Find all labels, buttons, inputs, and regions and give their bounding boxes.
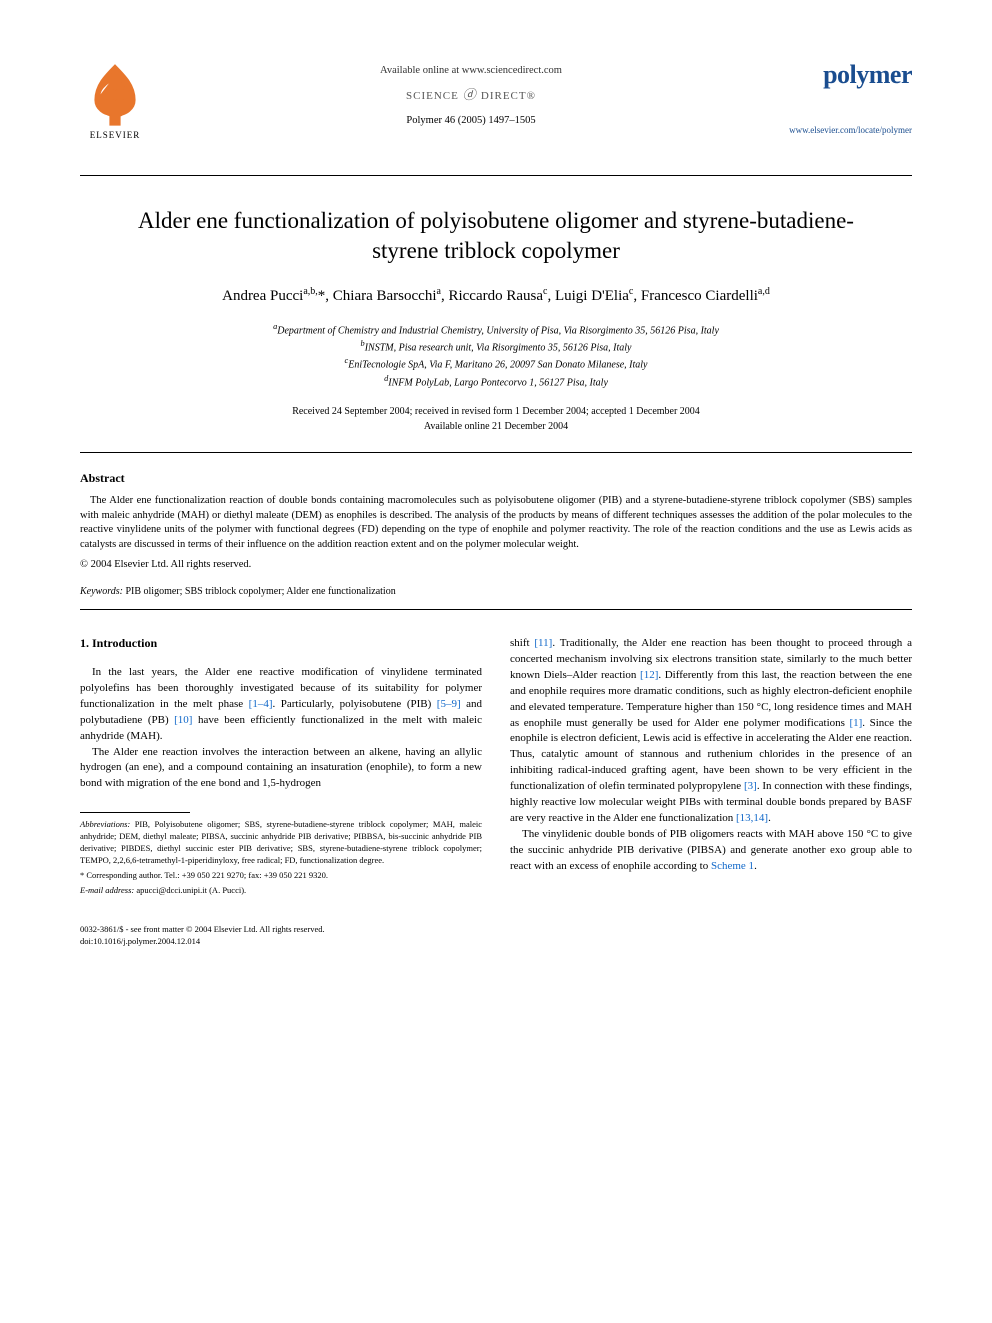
page-footer: 0032-3861/$ - see front matter © 2004 El… [80, 924, 912, 948]
abbrev-label: Abbreviations: [80, 819, 130, 829]
intro-heading: 1. Introduction [80, 636, 482, 651]
email-label: E-mail address: [80, 885, 134, 895]
doi-line: doi:10.1016/j.polymer.2004.12.014 [80, 936, 912, 948]
article-dates: Received 24 September 2004; received in … [80, 404, 912, 434]
affiliation-b: bINSTM, Pisa research unit, Via Risorgim… [80, 338, 912, 355]
publisher-header: ELSEVIER Available online at www.science… [80, 60, 912, 145]
abbrev-text: PIB, Polyisobutene oligomer; SBS, styren… [80, 819, 482, 865]
ref-11[interactable]: [11] [534, 637, 552, 649]
intro-p1: In the last years, the Alder ene reactiv… [80, 665, 482, 745]
sd-logo-right: DIRECT® [481, 90, 536, 102]
abstract-text: The Alder ene functionalization reaction… [80, 494, 912, 553]
available-online-text: Available online at www.sciencedirect.co… [170, 65, 772, 76]
received-date: Received 24 September 2004; received in … [80, 404, 912, 419]
intro-p4: The vinylidenic double bonds of PIB olig… [510, 827, 912, 875]
affiliations-block: aDepartment of Chemistry and Industrial … [80, 321, 912, 390]
available-date: Available online 21 December 2004 [80, 419, 912, 434]
ref-3[interactable]: [3] [744, 780, 757, 792]
header-rule [80, 175, 912, 176]
ref-10[interactable]: [10] [174, 714, 192, 726]
left-column: 1. Introduction In the last years, the A… [80, 636, 482, 900]
journal-logo: polymer [772, 60, 912, 90]
intro-p3: shift [11]. Traditionally, the Alder ene… [510, 636, 912, 827]
abstract-top-rule [80, 452, 912, 453]
ref-5-9[interactable]: [5–9] [437, 698, 461, 710]
ref-12[interactable]: [12] [640, 669, 658, 681]
citation-text: Polymer 46 (2005) 1497–1505 [170, 115, 772, 126]
intro-p2: The Alder ene reaction involves the inte… [80, 745, 482, 793]
ref-13-14[interactable]: [13,14] [736, 812, 768, 824]
body-columns: 1. Introduction In the last years, the A… [80, 636, 912, 900]
elsevier-logo-block: ELSEVIER [80, 60, 170, 145]
ref-1[interactable]: [1] [849, 717, 862, 729]
email-text[interactable]: apucci@dcci.unipi.it (A. Pucci). [134, 885, 246, 895]
corresponding-author: * Corresponding author. Tel.: +39 050 22… [80, 870, 482, 882]
abbreviations-footnote: Abbreviations: PIB, Polyisobutene oligom… [80, 819, 482, 867]
header-center: Available online at www.sciencedirect.co… [170, 60, 772, 126]
keywords-label: Keywords: [80, 586, 123, 597]
right-column: shift [11]. Traditionally, the Alder ene… [510, 636, 912, 900]
ref-1-4[interactable]: [1–4] [249, 698, 273, 710]
abstract-bottom-rule [80, 609, 912, 610]
keywords-text: PIB oligomer; SBS triblock copolymer; Al… [123, 586, 396, 597]
affiliation-c: cEniTecnologie SpA, Via F, Maritano 26, … [80, 355, 912, 372]
elsevier-label: ELSEVIER [90, 130, 141, 140]
abstract-heading: Abstract [80, 471, 912, 486]
ref-scheme-1[interactable]: Scheme 1 [711, 860, 754, 872]
footnote-rule [80, 812, 190, 813]
affiliation-a: aDepartment of Chemistry and Industrial … [80, 321, 912, 338]
email-footnote: E-mail address: apucci@dcci.unipi.it (A.… [80, 885, 482, 897]
affiliation-d: dINFM PolyLab, Largo Pontecorvo 1, 56127… [80, 373, 912, 390]
elsevier-tree-icon: ELSEVIER [80, 60, 150, 140]
article-title: Alder ene functionalization of polyisobu… [110, 206, 882, 266]
abstract-copyright: © 2004 Elsevier Ltd. All rights reserved… [80, 559, 912, 570]
header-right: polymer www.elsevier.com/locate/polymer [772, 60, 912, 135]
sd-logo-left: SCIENCE [406, 90, 459, 102]
sciencedirect-logo: SCIENCE ⓓ DIRECT® [170, 84, 772, 103]
issn-line: 0032-3861/$ - see front matter © 2004 El… [80, 924, 912, 936]
keywords-line: Keywords: PIB oligomer; SBS triblock cop… [80, 586, 912, 597]
sd-logo-at: ⓓ [463, 87, 481, 102]
author-list: Andrea Puccia,b,*, Chiara Barsocchia, Ri… [80, 286, 912, 305]
journal-locate-url[interactable]: www.elsevier.com/locate/polymer [772, 125, 912, 135]
